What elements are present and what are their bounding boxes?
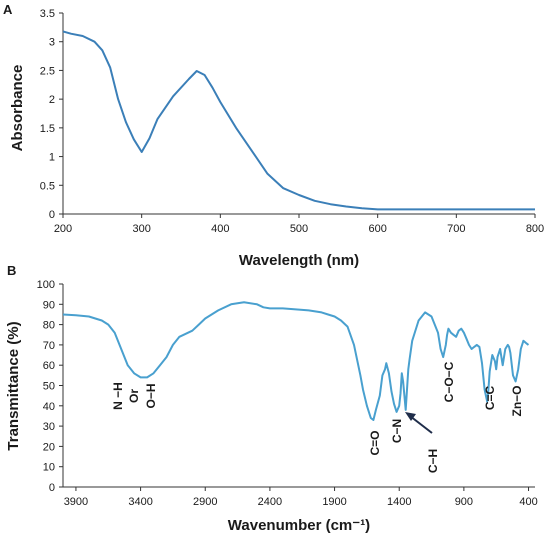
annotation-coc: C−O−C [442,361,456,402]
panel-b-y-tick-label: 20 [43,441,55,453]
panel-b-ylabel: Transmittance (%) [5,321,22,450]
panel-b-label: B [7,263,16,278]
panel-a-series-line [62,30,535,211]
annotation-cc: C=C [483,385,497,410]
panel-a-y-tick-label: 2 [49,94,55,106]
panel-a-x-tick-label: 700 [447,223,465,235]
panel-a-y-tick-label: 1 [49,152,55,164]
panel-b-y-tick-label: 0 [49,482,55,494]
panel-b-xlabel: Wavenumber (cm⁻¹) [228,517,370,534]
annotation-zno: Zn−O [510,385,524,416]
panel-b-y-tick-label: 70 [43,340,55,352]
panel-a-x-tick-label: 400 [211,223,229,235]
panel-b-x-tick-label: 400 [519,496,537,508]
panel-b-y-tick-label: 50 [43,381,55,393]
panel-a-y-tick-label: 3 [49,37,55,49]
panel-b-x-tick-label: 1400 [387,496,411,508]
panel-a-axes: 0 0.5 1 1.5 2 2.5 3 3.5 200 300 400 500 600 700 800 [40,8,544,235]
annotation-co: C=O [368,430,382,455]
panel-b-x-tick-label: 3900 [64,496,88,508]
panel-b-y-tick-label: 90 [43,299,55,311]
annotation-oh: O−H [144,383,158,408]
ch-arrow [405,412,433,434]
panel-a-x-tick-label: 500 [290,223,308,235]
panel-b-x-tick-label: 3400 [128,496,152,508]
annotation-nh: N −H [111,382,125,410]
annotation-or: Or [127,389,141,403]
panel-b-y-tick-label: 60 [43,360,55,372]
panel-a-x-tick-label: 300 [132,223,150,235]
panel-a-y-tick-label: 1.5 [40,123,55,135]
panel-b-x-tick-label: 2900 [193,496,217,508]
panel-b-y-tick-label: 40 [43,401,55,413]
panel-a-ylabel: Absorbance [9,65,26,152]
panel-a-label: A [3,2,13,17]
panel-a-y-tick-label: 2.5 [40,65,55,77]
panel-b-axes: 0 10 20 30 40 50 60 70 80 90 100 3900 3400 2900 2400 19… [37,279,538,508]
panel-b-x-tick-label: 2400 [258,496,282,508]
panel-a-x-tick-label: 800 [526,223,544,235]
panel-b-x-tick-label: 900 [455,496,473,508]
panel-a-xlabel: Wavelength (nm) [239,252,359,269]
panel-b-y-tick-label: 30 [43,421,55,433]
panel-a-y-tick-label: 3.5 [40,8,55,20]
annotation-ch: C−H [426,449,440,473]
panel-a-y-tick-label: 0.5 [40,180,55,192]
panel-a-y-tick-label: 0 [49,209,55,221]
panel-b-y-tick-label: 10 [43,462,55,474]
annotation-cn: C−N [390,419,404,443]
panel-b-x-tick-label: 1900 [322,496,346,508]
panel-b-y-tick-label: 100 [37,279,55,291]
panel-a-x-tick-label: 600 [368,223,386,235]
panel-b-y-tick-label: 80 [43,320,55,332]
panel-b-series-line [62,301,530,421]
panel-a-x-tick-label: 200 [54,223,72,235]
